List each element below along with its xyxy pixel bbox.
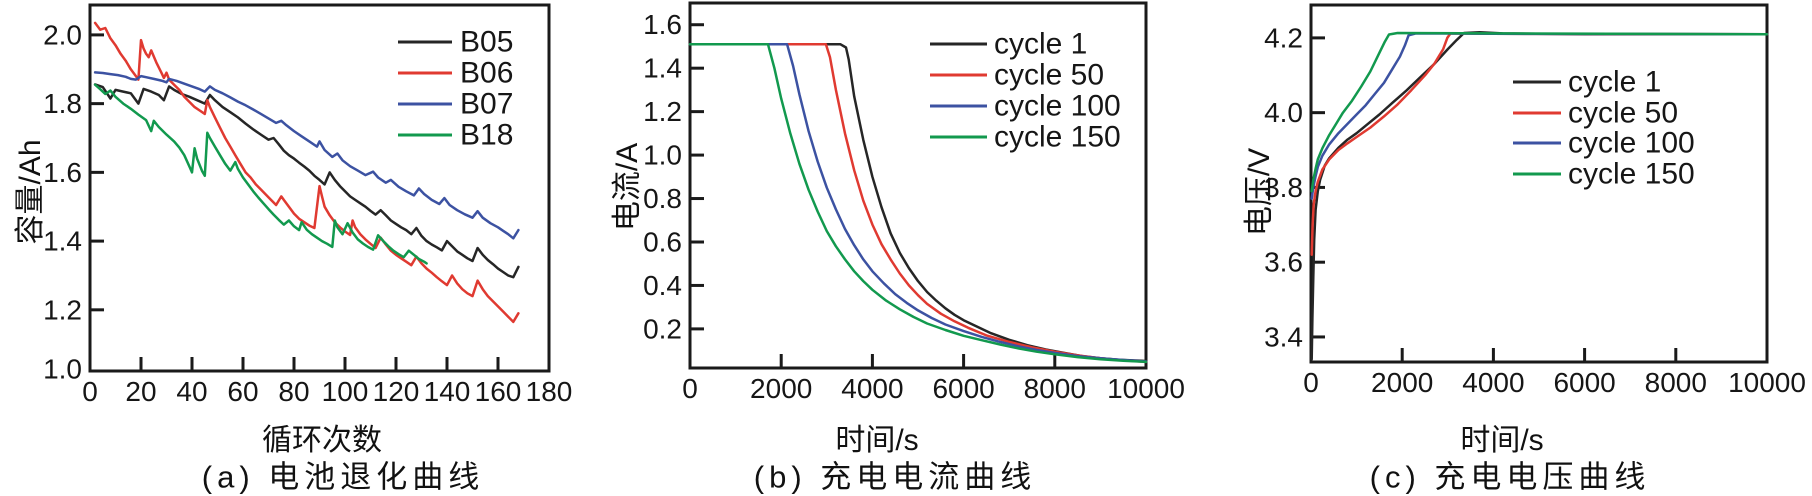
chart-b: 0 2000 4000 6000 8000 10000 0.2 0.4 0.6 0.8 1.0 1.2… — [643, 1, 1185, 404]
series-line-cycle-150 — [1310, 31, 1769, 193]
legend-label-cycle-1: cycle 1 — [994, 28, 1087, 61]
series-line-B18 — [93, 83, 428, 265]
chart-a: 0 20 40 60 80 100 120 140 160 180 1.0 1.2 1.4 1.6 1.8 2… — [43, 3, 573, 407]
x-tick-label: 10000 — [1107, 373, 1185, 404]
chart-a-x-axis-label: 循环次数 — [262, 424, 382, 457]
y-tick-label: 1.0 — [43, 354, 82, 385]
chart-b-y-axis-label: 电流/A — [611, 142, 644, 232]
x-tick-label: 0 — [82, 376, 98, 407]
y-tick-label: 0.8 — [643, 183, 682, 214]
plot-frame — [88, 3, 551, 373]
legend-label-cycle-50: cycle 50 — [1568, 97, 1678, 130]
plot-frame — [1309, 3, 1769, 364]
y-tick-label: 4.2 — [1264, 22, 1303, 53]
y-tick-label: 0.4 — [643, 270, 682, 301]
chart-a-y-axis-label: 容量/Ah — [14, 139, 47, 245]
legend-label-B18: B18 — [460, 119, 513, 152]
legend-label-cycle-100: cycle 100 — [994, 90, 1121, 123]
x-tick-label: 8000 — [1645, 367, 1707, 398]
y-tick-label: 1.2 — [643, 96, 682, 127]
chart-b-x-axis-label: 时间/s — [835, 424, 919, 457]
y-tick-label: 3.6 — [1264, 247, 1303, 278]
chart-a-caption: (a) 电池退化曲线 — [201, 459, 485, 495]
x-tick-label: 8000 — [1024, 373, 1086, 404]
y-tick-label: 1.6 — [43, 157, 82, 188]
series-line-cycle-50 — [1310, 32, 1769, 256]
x-tick-label: 2000 — [750, 373, 812, 404]
chart-b-caption: (b) 充电电流曲线 — [753, 459, 1037, 495]
chart-c-caption: (c) 充电电压曲线 — [1369, 459, 1651, 495]
series-line-cycle-150 — [688, 43, 1148, 364]
x-tick-label: 6000 — [932, 373, 994, 404]
chart-c-y-axis-label: 电压/V — [1243, 147, 1276, 237]
y-tick-label: 1.2 — [43, 294, 82, 325]
chart-c: 0 2000 4000 6000 8000 10000 3.4 3.6 3.8 4.0 4.2 cyc… — [1264, 3, 1806, 398]
x-tick-label: 20 — [125, 376, 156, 407]
y-tick-label: 0.6 — [643, 226, 682, 257]
x-tick-label: 160 — [475, 376, 522, 407]
x-tick-label: 4000 — [841, 373, 903, 404]
y-tick-label: 1.8 — [43, 88, 82, 119]
legend-label-B05: B05 — [460, 26, 513, 59]
x-tick-label: 140 — [424, 376, 471, 407]
series-line-B06 — [93, 21, 520, 324]
x-tick-label: 60 — [227, 376, 258, 407]
x-tick-label: 120 — [373, 376, 420, 407]
legend-label-B07: B07 — [460, 88, 513, 121]
x-tick-label: 180 — [526, 376, 573, 407]
legend-label-cycle-1: cycle 1 — [1568, 66, 1661, 99]
y-tick-label: 0.2 — [643, 313, 682, 344]
legend-label-cycle-50: cycle 50 — [994, 59, 1104, 92]
x-tick-label: 80 — [278, 376, 309, 407]
legend-label-cycle-150: cycle 150 — [1568, 158, 1695, 191]
y-tick-label: 3.8 — [1264, 172, 1303, 203]
legend-label-cycle-100: cycle 100 — [1568, 127, 1695, 160]
y-tick-label: 4.0 — [1264, 97, 1303, 128]
y-tick-label: 3.4 — [1264, 321, 1303, 352]
x-tick-label: 0 — [1303, 367, 1319, 398]
x-tick-label: 100 — [322, 376, 369, 407]
legend-label-cycle-150: cycle 150 — [994, 121, 1121, 154]
series-line-cycle-100 — [688, 43, 1148, 363]
plot-frame — [688, 1, 1148, 370]
x-tick-label: 2000 — [1371, 367, 1433, 398]
x-tick-label: 4000 — [1462, 367, 1524, 398]
x-tick-label: 0 — [682, 373, 698, 404]
legend-label-B06: B06 — [460, 57, 513, 90]
y-tick-label: 2.0 — [43, 19, 82, 50]
series-line-cycle-100 — [1310, 32, 1769, 200]
y-tick-label: 1.4 — [643, 53, 682, 84]
x-tick-label: 6000 — [1553, 367, 1615, 398]
y-tick-label: 1.4 — [43, 226, 82, 257]
y-tick-label: 1.6 — [643, 9, 682, 40]
series-line-B05 — [93, 83, 520, 279]
series-line-B07 — [93, 71, 520, 240]
x-tick-label: 10000 — [1728, 367, 1806, 398]
chart-c-x-axis-label: 时间/s — [1460, 424, 1544, 457]
x-tick-label: 40 — [176, 376, 207, 407]
y-tick-label: 1.0 — [643, 140, 682, 171]
